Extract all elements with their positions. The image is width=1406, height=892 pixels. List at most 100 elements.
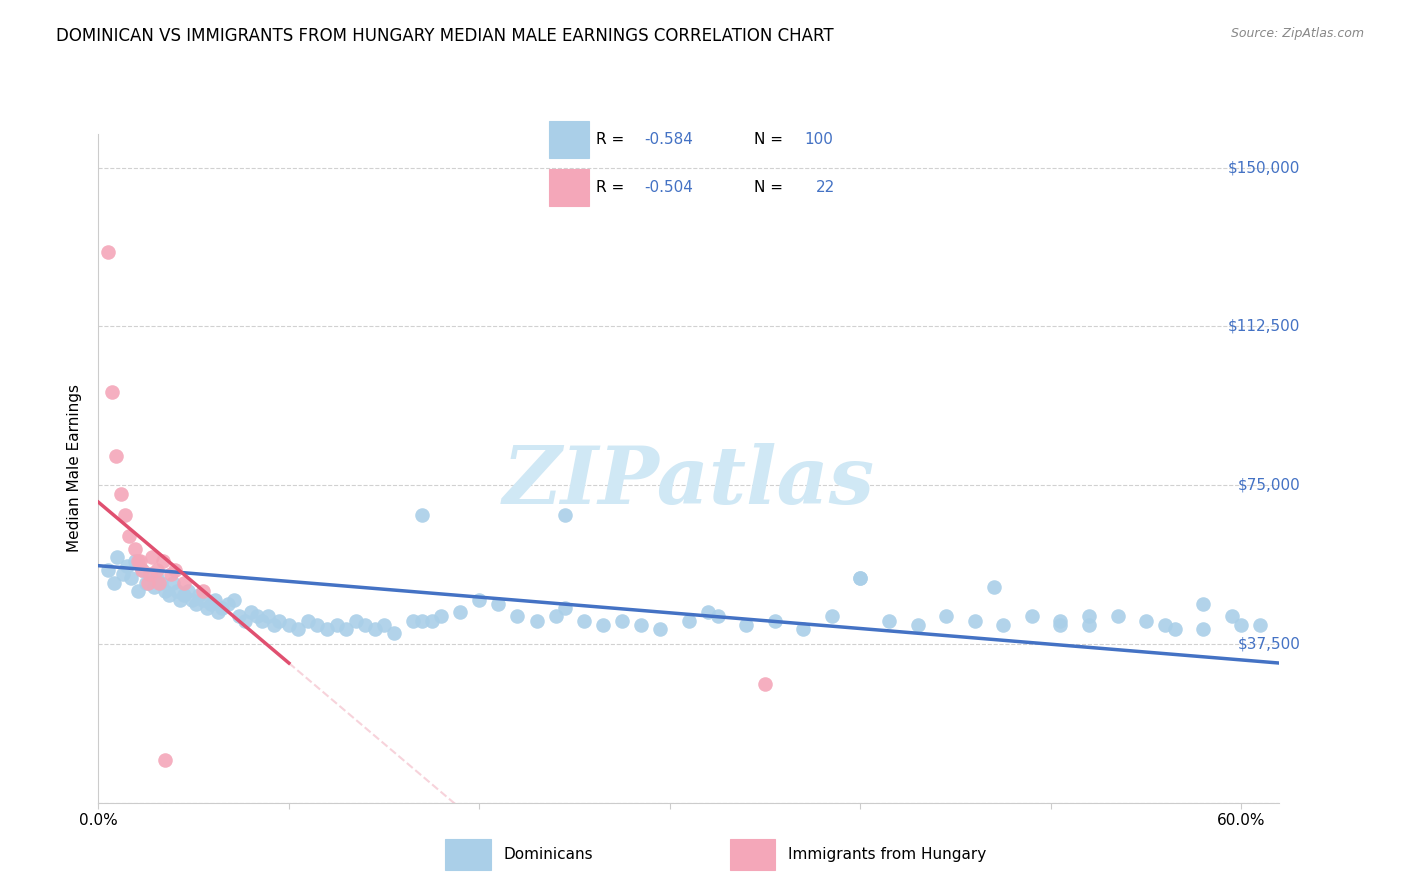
Point <box>411 508 433 522</box>
Text: N =: N = <box>754 132 787 146</box>
Point <box>146 563 169 577</box>
Point <box>195 601 218 615</box>
Text: $112,500: $112,500 <box>1229 319 1301 334</box>
Point <box>335 622 357 636</box>
Point <box>983 580 1005 594</box>
Point <box>207 605 229 619</box>
Point <box>211 601 233 615</box>
Point <box>228 609 250 624</box>
Bar <box>730 839 775 870</box>
Text: DOMINICAN VS IMMIGRANTS FROM HUNGARY MEDIAN MALE EARNINGS CORRELATION CHART: DOMINICAN VS IMMIGRANTS FROM HUNGARY MED… <box>56 27 834 45</box>
Point <box>763 614 786 628</box>
Point <box>449 605 471 619</box>
Point <box>1230 618 1253 632</box>
Point <box>100 385 122 400</box>
Point <box>307 618 329 632</box>
Point <box>135 575 157 590</box>
Text: 100: 100 <box>804 132 834 146</box>
Point <box>612 614 634 628</box>
Point <box>150 575 173 590</box>
Text: Source: ZipAtlas.com: Source: ZipAtlas.com <box>1230 27 1364 40</box>
Point <box>849 571 872 585</box>
Point <box>124 541 146 556</box>
Point <box>1192 622 1215 636</box>
Text: Immigrants from Hungary: Immigrants from Hungary <box>789 847 987 862</box>
Text: Dominicans: Dominicans <box>503 847 593 862</box>
Point <box>142 580 165 594</box>
Point <box>325 618 347 632</box>
Point <box>129 554 152 568</box>
Point <box>706 609 728 624</box>
Point <box>316 622 339 636</box>
Point <box>572 614 595 628</box>
Point <box>188 588 211 602</box>
Point <box>849 571 872 585</box>
Point <box>239 605 262 619</box>
Point <box>735 618 758 632</box>
Point <box>630 618 652 632</box>
Point <box>907 618 929 632</box>
Y-axis label: Median Male Earnings: Median Male Earnings <box>67 384 83 552</box>
Point <box>363 622 385 636</box>
Point <box>1021 609 1043 624</box>
Text: N =: N = <box>754 180 787 195</box>
Point <box>139 567 162 582</box>
Point <box>1107 609 1129 624</box>
Point <box>252 614 274 628</box>
Point <box>153 754 176 768</box>
Point <box>127 554 149 568</box>
Point <box>110 486 132 500</box>
Point <box>420 614 443 628</box>
Bar <box>548 169 589 206</box>
Point <box>792 622 814 636</box>
Point <box>166 584 188 599</box>
Point <box>1192 597 1215 611</box>
Point <box>180 592 202 607</box>
Point <box>159 567 181 582</box>
Point <box>754 677 776 691</box>
Point <box>127 584 149 599</box>
Bar <box>446 839 491 870</box>
Point <box>184 597 207 611</box>
Point <box>200 597 222 611</box>
Point <box>124 554 146 568</box>
Point <box>993 618 1015 632</box>
Point <box>257 609 280 624</box>
Point <box>297 614 319 628</box>
Point <box>544 609 567 624</box>
Point <box>1049 618 1071 632</box>
Point <box>217 597 239 611</box>
Point <box>245 609 267 624</box>
Point <box>554 601 576 615</box>
Point <box>131 563 153 577</box>
Point <box>115 558 138 573</box>
Point <box>136 575 159 590</box>
Point <box>269 614 291 628</box>
Point <box>468 592 491 607</box>
Point <box>821 609 844 624</box>
Point <box>344 614 367 628</box>
Text: R =: R = <box>596 132 630 146</box>
Point <box>411 614 433 628</box>
Point <box>1078 609 1101 624</box>
Point <box>157 588 180 602</box>
Point <box>177 584 200 599</box>
Point <box>222 592 245 607</box>
Point <box>103 575 125 590</box>
Point <box>162 575 184 590</box>
Text: ZIPatlas: ZIPatlas <box>503 443 875 520</box>
Point <box>193 592 215 607</box>
Point <box>146 571 169 585</box>
Point <box>697 605 720 619</box>
Point <box>1154 618 1177 632</box>
Point <box>1135 614 1157 628</box>
Point <box>877 614 900 628</box>
Point <box>107 550 129 565</box>
Text: -0.584: -0.584 <box>644 132 693 146</box>
Point <box>112 567 135 582</box>
Point <box>1220 609 1243 624</box>
Text: 22: 22 <box>815 180 835 195</box>
Point <box>287 622 309 636</box>
Point <box>554 508 576 522</box>
Point <box>592 618 614 632</box>
